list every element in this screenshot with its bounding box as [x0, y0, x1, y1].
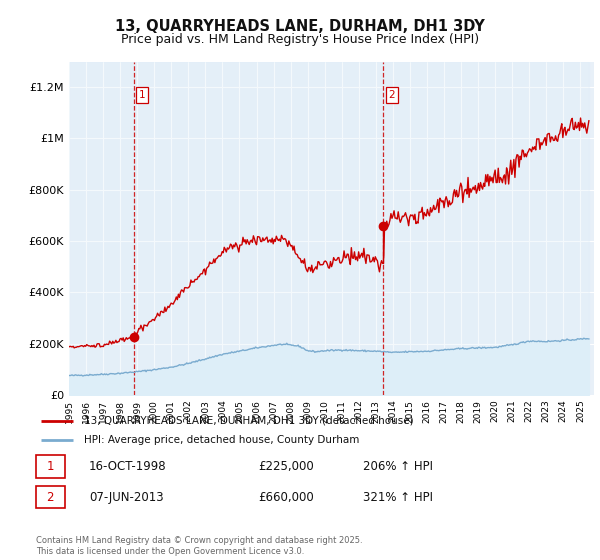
Text: 2: 2 — [47, 491, 54, 504]
Text: 13, QUARRYHEADS LANE, DURHAM, DH1 3DY (detached house): 13, QUARRYHEADS LANE, DURHAM, DH1 3DY (d… — [83, 416, 413, 426]
Text: 1: 1 — [139, 90, 145, 100]
Text: 1: 1 — [47, 460, 54, 473]
Bar — [36, 486, 65, 508]
Text: 07-JUN-2013: 07-JUN-2013 — [89, 491, 163, 504]
Text: 13, QUARRYHEADS LANE, DURHAM, DH1 3DY: 13, QUARRYHEADS LANE, DURHAM, DH1 3DY — [115, 20, 485, 34]
Text: £660,000: £660,000 — [258, 491, 314, 504]
Text: £225,000: £225,000 — [258, 460, 314, 473]
Text: HPI: Average price, detached house, County Durham: HPI: Average price, detached house, Coun… — [83, 435, 359, 445]
Bar — [36, 455, 65, 478]
Text: 16-OCT-1998: 16-OCT-1998 — [89, 460, 166, 473]
Text: 206% ↑ HPI: 206% ↑ HPI — [364, 460, 433, 473]
Text: 321% ↑ HPI: 321% ↑ HPI — [364, 491, 433, 504]
Text: 2: 2 — [388, 90, 395, 100]
Text: Price paid vs. HM Land Registry's House Price Index (HPI): Price paid vs. HM Land Registry's House … — [121, 32, 479, 46]
Text: Contains HM Land Registry data © Crown copyright and database right 2025.
This d: Contains HM Land Registry data © Crown c… — [36, 536, 362, 556]
